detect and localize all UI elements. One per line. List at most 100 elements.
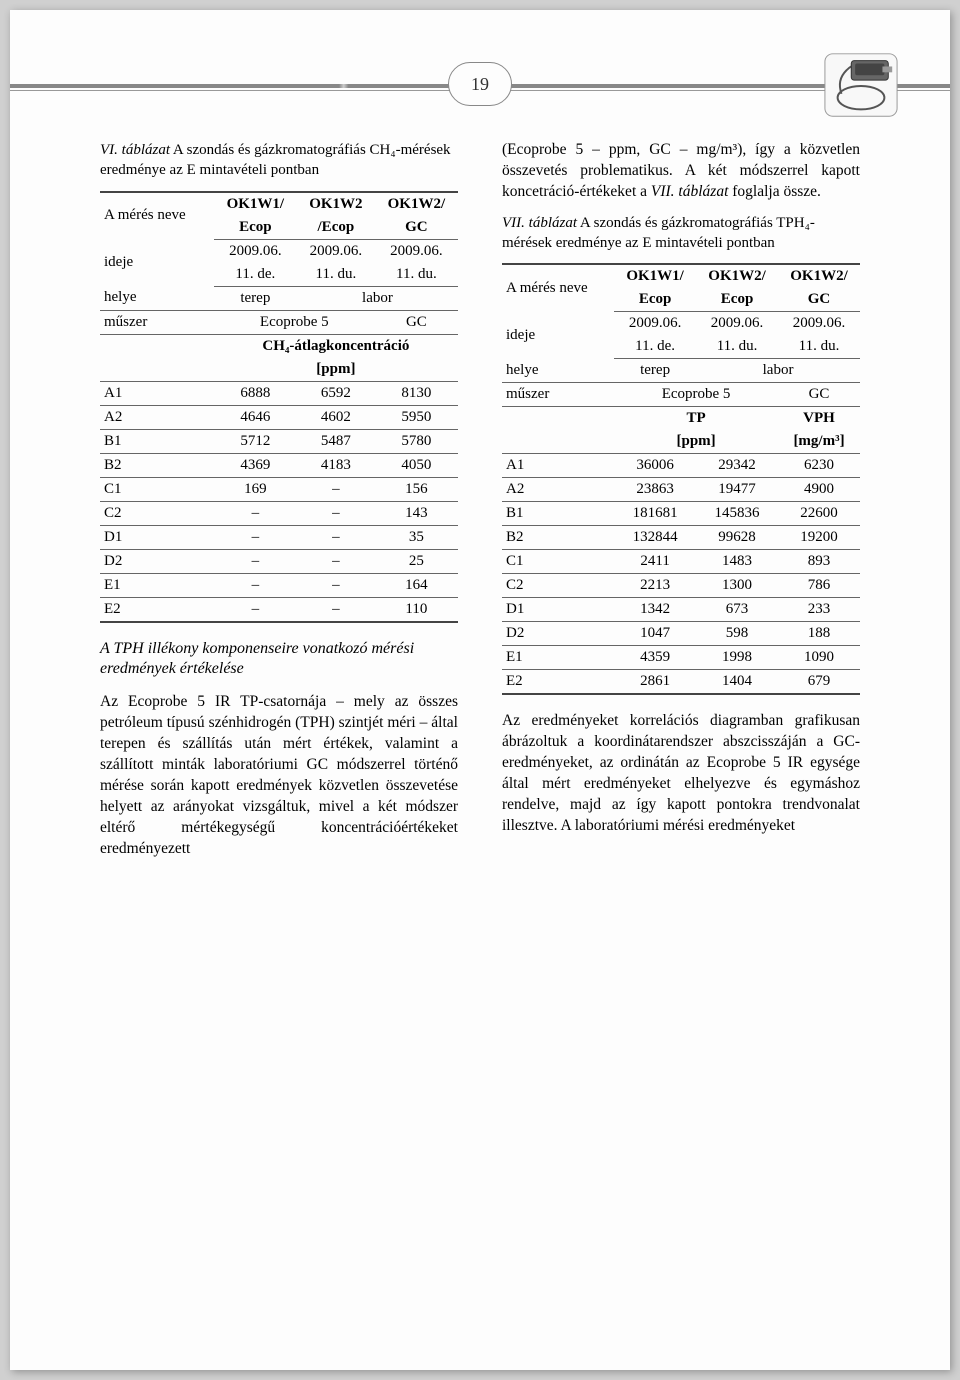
row-v2: 19477	[696, 478, 778, 502]
row-v3: 19200	[778, 526, 860, 550]
row-v1: –	[214, 573, 297, 597]
t7-ideje-c1a: 2009.06.	[614, 312, 696, 336]
t7-ideje-c2b: 11. du.	[696, 335, 778, 359]
t7-ideje-c3b: 11. du.	[778, 335, 860, 359]
page-number: 19	[471, 74, 489, 95]
row-v3: 5780	[375, 429, 458, 453]
table-row: D2––25	[100, 549, 458, 573]
row-v3: 786	[778, 574, 860, 598]
table-row: E2––110	[100, 597, 458, 622]
t7-head-c0: A mérés neve	[502, 264, 614, 312]
row-v3: 1090	[778, 646, 860, 670]
t7-unit12a: TP	[614, 407, 778, 431]
t7-unit3b: [mg/m³]	[778, 430, 860, 454]
page-number-badge: 19	[448, 62, 512, 106]
row-v1: 1047	[614, 622, 696, 646]
table6-caption-lead: VI. táblázat	[100, 142, 170, 158]
row-v2: 673	[696, 598, 778, 622]
row-label: C1	[100, 477, 214, 501]
row-v1: 23863	[614, 478, 696, 502]
row-v1: –	[214, 597, 297, 622]
table-row: C1169–156	[100, 477, 458, 501]
t6-helye-lbl: helye	[100, 286, 214, 310]
row-label: B1	[100, 429, 214, 453]
table-row: A1688865928130	[100, 381, 458, 405]
t6-head-c1a: OK1W1/	[214, 192, 297, 216]
row-label: B2	[100, 453, 214, 477]
row-v2: 1300	[696, 574, 778, 598]
row-v2: 5487	[297, 429, 375, 453]
t6-muszer-c12: Ecoprobe 5	[214, 310, 375, 334]
t6-unit1: CH₄-átlagkoncentráció	[214, 334, 458, 358]
row-label: D1	[100, 525, 214, 549]
row-v2: 1483	[696, 550, 778, 574]
row-label: A2	[100, 405, 214, 429]
t6-ideje-lbl: ideje	[100, 239, 214, 286]
t7-head-c3b: GC	[778, 288, 860, 312]
row-v3: 164	[375, 573, 458, 597]
row-v2: 99628	[696, 526, 778, 550]
t6-ideje-c3a: 2009.06.	[375, 239, 458, 263]
left-para-1: Az Ecoprobe 5 IR TP-csatornája – mely az…	[100, 692, 458, 859]
t6-ideje-c3b: 11. du.	[375, 263, 458, 287]
row-v3: 110	[375, 597, 458, 622]
row-label: E2	[502, 670, 614, 695]
t7-unit3a: VPH	[778, 407, 860, 431]
row-v1: 4646	[214, 405, 297, 429]
row-v3: 679	[778, 670, 860, 695]
row-v2: –	[297, 477, 375, 501]
table-row: E1435919981090	[502, 646, 860, 670]
row-v2: –	[297, 525, 375, 549]
right-para-top: (Ecoprobe 5 – ppm, GC – mg/m³), így a kö…	[502, 140, 860, 203]
t7-ideje-c3a: 2009.06.	[778, 312, 860, 336]
t6-head-c1b: Ecop	[214, 216, 297, 240]
row-v1: –	[214, 549, 297, 573]
row-v1: 181681	[614, 502, 696, 526]
row-v1: 2861	[614, 670, 696, 695]
row-v1: 132844	[614, 526, 696, 550]
row-label: A1	[502, 454, 614, 478]
table-row: E1––164	[100, 573, 458, 597]
row-label: C1	[502, 550, 614, 574]
table6-caption: VI. táblázat A szondás és gázkromatográf…	[100, 140, 458, 181]
row-v3: 5950	[375, 405, 458, 429]
row-label: E1	[502, 646, 614, 670]
table7-caption: VII. táblázat A szondás és gázkromatográ…	[502, 213, 860, 254]
row-label: B1	[502, 502, 614, 526]
tph-section-heading: A TPH illékony komponenseire vonatkozó m…	[100, 639, 458, 681]
t7-head-c2a: OK1W2/	[696, 264, 778, 288]
t6-head-c3a: OK1W2/	[375, 192, 458, 216]
row-v1: 4369	[214, 453, 297, 477]
row-v3: 188	[778, 622, 860, 646]
row-v1: 4359	[614, 646, 696, 670]
t7-ideje-c2a: 2009.06.	[696, 312, 778, 336]
row-v3: 25	[375, 549, 458, 573]
row-v3: 156	[375, 477, 458, 501]
t6-helye-c23: labor	[297, 286, 458, 310]
table-row: E228611404679	[502, 670, 860, 695]
t6-helye-c1: terep	[214, 286, 297, 310]
table-row: C2––143	[100, 501, 458, 525]
row-v2: –	[297, 597, 375, 622]
page: 19 VI. táblázat A szondás és gázkromatog…	[10, 10, 950, 1370]
row-v3: 4050	[375, 453, 458, 477]
table-row: D1––35	[100, 525, 458, 549]
row-label: D1	[502, 598, 614, 622]
t7-muszer-c12: Ecoprobe 5	[614, 383, 778, 407]
table7-caption-lead: VII. táblázat	[502, 215, 577, 231]
t7-ideje-c1b: 11. de.	[614, 335, 696, 359]
table-row: C222131300786	[502, 574, 860, 598]
t7-head-c3a: OK1W2/	[778, 264, 860, 288]
t6-head-c0: A mérés neve	[100, 192, 214, 240]
t6-head-c2a: OK1W2	[297, 192, 375, 216]
row-v1: 169	[214, 477, 297, 501]
t7-head-c2b: Ecop	[696, 288, 778, 312]
row-label: C2	[100, 501, 214, 525]
t6-head-c3b: GC	[375, 216, 458, 240]
two-column-content: VI. táblázat A szondás és gázkromatográf…	[100, 140, 860, 869]
row-label: E2	[100, 597, 214, 622]
t7-head-c1b: Ecop	[614, 288, 696, 312]
row-v2: 1998	[696, 646, 778, 670]
table-row: A223863194774900	[502, 478, 860, 502]
row-v2: –	[297, 549, 375, 573]
